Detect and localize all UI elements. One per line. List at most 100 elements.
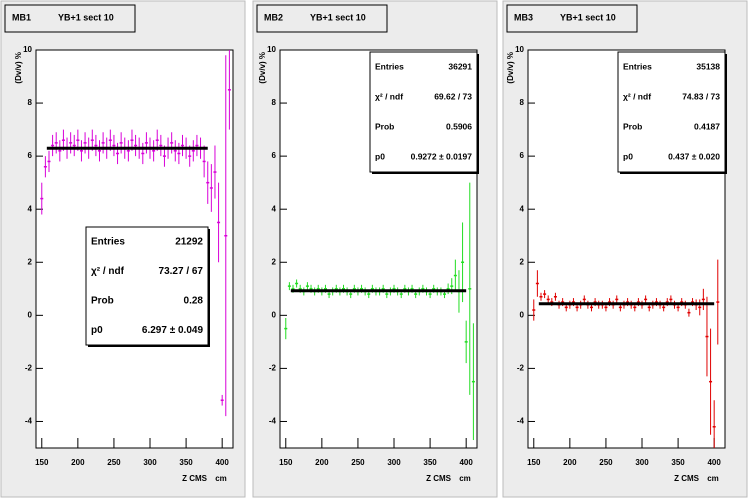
data-point [421, 288, 425, 290]
data-point [550, 301, 554, 303]
data-point [40, 197, 44, 200]
stats-label: p0 [623, 151, 633, 161]
data-point [428, 293, 432, 295]
y-tick-label: 6 [28, 151, 33, 160]
data-point [130, 139, 134, 141]
stats-label: Entries [91, 236, 125, 247]
y-tick-label: 4 [272, 204, 277, 213]
data-point [323, 288, 327, 290]
data-point [58, 150, 62, 152]
data-point [141, 152, 145, 155]
data-point [155, 139, 159, 141]
data-point [352, 288, 356, 290]
subtitle: YB+1 sect 10 [310, 12, 366, 22]
x-axis-unit: cm [459, 474, 471, 483]
data-point [471, 380, 475, 383]
data-point [414, 293, 418, 295]
data-point [126, 150, 130, 152]
y-tick-label: 0 [520, 310, 525, 319]
x-tick-label: 400 [215, 458, 229, 467]
data-point [295, 282, 299, 285]
data-point [636, 301, 640, 303]
panel: MB1 YB+1 sect 10 -4 -2 0 2 4 6 8 10 150 200 250 300 35… [0, 0, 246, 498]
y-tick-label: 10 [23, 45, 32, 54]
x-tick-label: 250 [351, 458, 365, 467]
data-point [443, 293, 447, 295]
data-point [305, 285, 309, 287]
data-point [152, 150, 156, 152]
data-point [370, 288, 374, 290]
data-point [654, 301, 658, 303]
data-point [108, 139, 112, 141]
x-tick-label: 250 [599, 458, 613, 467]
data-point [582, 298, 586, 301]
x-tick-label: 400 [707, 458, 721, 467]
data-point [403, 288, 407, 290]
data-point [47, 160, 51, 163]
stats-label: Entries [623, 61, 652, 71]
data-point [213, 171, 217, 173]
data-point [669, 298, 673, 301]
y-tick-label: -2 [25, 364, 33, 373]
stats-box [85, 226, 209, 346]
data-point [76, 139, 80, 141]
y-tick-label: 2 [272, 257, 277, 266]
data-point [162, 155, 166, 157]
panel: MB2 YB+1 sect 10 -4 -2 0 2 4 6 8 10 150 200 250 300 35… [252, 0, 498, 498]
data-point [432, 288, 436, 290]
y-tick-label: 10 [515, 45, 524, 54]
x-axis-label: Z CMS [674, 474, 700, 483]
data-point [647, 306, 651, 309]
stats-label: Prob [375, 121, 394, 131]
data-point [170, 142, 174, 144]
data-point [535, 282, 539, 285]
data-point [539, 296, 543, 298]
y-tick-label: 4 [520, 204, 525, 213]
data-point [381, 288, 385, 290]
data-point [590, 306, 594, 309]
stats-box [617, 51, 726, 173]
data-point [342, 288, 346, 290]
data-point [691, 301, 695, 303]
data-point [195, 144, 199, 147]
data-point [51, 144, 55, 147]
data-point [532, 309, 536, 311]
data-point [202, 160, 206, 163]
y-tick-label: 6 [272, 151, 277, 160]
data-point [716, 301, 720, 303]
data-point [119, 142, 123, 144]
stats-value: 69.62 / 73 [434, 91, 472, 101]
data-point [410, 288, 414, 290]
data-point [98, 150, 102, 152]
data-point [309, 288, 313, 290]
x-tick-label: 350 [423, 458, 437, 467]
data-point [561, 301, 565, 303]
data-point [665, 301, 669, 303]
data-point [392, 288, 396, 290]
data-point [360, 288, 364, 290]
y-tick-label: 4 [28, 204, 33, 213]
data-point [116, 152, 120, 155]
data-point [608, 301, 612, 303]
data-point [217, 221, 221, 224]
stats-value: 0.9272 ± 0.0197 [411, 151, 473, 161]
data-point [90, 139, 94, 141]
data-point [334, 288, 338, 290]
data-point [284, 327, 288, 330]
data-point [633, 306, 637, 309]
stats-label: p0 [375, 151, 385, 161]
x-tick-label: 350 [179, 458, 193, 467]
stats-box [369, 51, 478, 173]
data-point [144, 142, 148, 144]
x-tick-label: 200 [71, 458, 85, 467]
data-point [349, 293, 353, 295]
y-axis-label: (Dv/v) % [14, 52, 23, 84]
data-point [662, 306, 666, 309]
y-axis-label: (Dv/v) % [258, 52, 267, 84]
data-point [188, 155, 192, 157]
title-box [506, 4, 638, 33]
data-point [698, 306, 702, 309]
data-point [134, 144, 138, 147]
data-point [298, 288, 302, 290]
